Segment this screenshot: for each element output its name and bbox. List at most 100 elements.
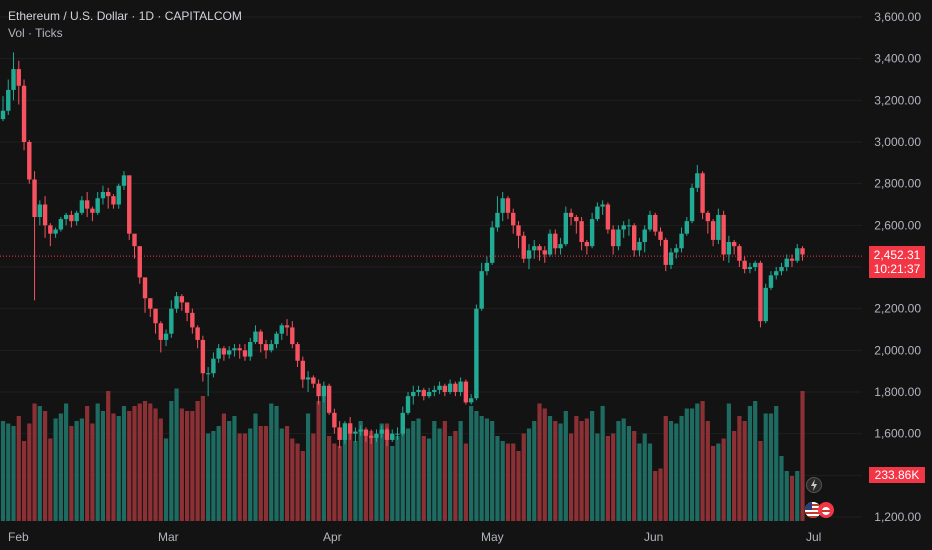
volume-legend[interactable]: Vol · Ticks xyxy=(8,26,63,40)
volume-bar xyxy=(400,416,405,521)
volume-bar xyxy=(668,421,674,521)
lightning-icon[interactable] xyxy=(806,477,822,493)
candle-body xyxy=(621,225,626,230)
volume-bar xyxy=(679,416,684,521)
volume-bar xyxy=(363,431,369,521)
volume-bar xyxy=(253,413,258,521)
candle-body xyxy=(253,331,258,342)
candle-body xyxy=(179,296,185,303)
volume-bar xyxy=(474,411,479,521)
candle-body xyxy=(742,260,747,270)
volume-bar xyxy=(263,426,269,521)
volume-bar xyxy=(642,433,647,521)
candle-body xyxy=(184,302,190,313)
candle-body xyxy=(568,212,574,217)
volume-bar xyxy=(206,433,211,521)
candle-body xyxy=(79,200,85,213)
candle-body xyxy=(605,204,611,230)
volume-bar xyxy=(611,433,616,521)
volume-bar xyxy=(511,443,516,521)
candle-body xyxy=(84,200,90,209)
volume-bar xyxy=(395,436,400,521)
candle-body xyxy=(763,287,768,322)
candle-body xyxy=(800,248,805,255)
volume-bar xyxy=(542,408,547,521)
candle-body xyxy=(726,242,732,255)
candlesticks[interactable] xyxy=(0,52,805,449)
volume-bar xyxy=(616,421,621,521)
volume-bar xyxy=(789,476,795,521)
time-axis[interactable]: Feb Mar Apr May Jun Jul xyxy=(8,530,821,544)
candle-body xyxy=(137,246,142,278)
volume-bar xyxy=(16,416,21,521)
candle-body xyxy=(347,423,353,434)
volume-bar xyxy=(779,456,784,521)
volume-bar xyxy=(0,421,6,521)
volume-bar xyxy=(595,433,600,521)
volume-bar xyxy=(111,413,116,521)
candle-body xyxy=(0,110,6,120)
price-tick-label: 3,600.00 xyxy=(874,10,921,24)
volume-bar xyxy=(500,441,505,521)
candle-body xyxy=(453,383,458,392)
event-icon[interactable] xyxy=(818,502,834,518)
candle-body xyxy=(284,325,290,328)
volume-bar xyxy=(505,443,511,521)
volume-bar xyxy=(795,471,800,521)
volume-bar xyxy=(495,436,500,521)
us-flag-icon[interactable] xyxy=(805,502,821,518)
candle-body xyxy=(221,348,227,355)
volume-bar xyxy=(258,426,263,521)
last-price-value: 2,452.31 xyxy=(873,248,921,263)
volume-bar xyxy=(316,401,321,521)
candle-body xyxy=(426,392,432,397)
volume-badge: 233.86K xyxy=(869,467,925,483)
volume-bar xyxy=(600,406,605,521)
candle-body xyxy=(705,212,711,222)
candle-body xyxy=(405,396,411,413)
volume-bar xyxy=(374,436,379,521)
volume-bar xyxy=(411,421,416,521)
candle-body xyxy=(437,385,442,390)
candle-body xyxy=(537,246,542,251)
volume-bar xyxy=(95,403,100,521)
candle-body xyxy=(589,219,595,247)
price-tick-label: 2,800.00 xyxy=(874,177,921,191)
candle-body xyxy=(279,325,284,334)
last-price-badge: 2,452.31 10:21:37 xyxy=(869,246,925,279)
volume-bar xyxy=(479,416,484,521)
volume-bar xyxy=(190,411,195,521)
volume-bar xyxy=(426,438,432,521)
candle-body xyxy=(300,360,306,380)
candle-body xyxy=(668,252,674,265)
candle-body xyxy=(579,221,584,242)
candle-body xyxy=(484,262,490,272)
time-tick-label: Jul xyxy=(806,530,821,544)
candle-body xyxy=(758,262,763,322)
candle-body xyxy=(27,142,32,180)
symbol-title[interactable]: Ethereum / U.S. Dollar · 1D · CAPITALCOM xyxy=(8,9,242,23)
volume-bar xyxy=(637,443,642,521)
volume-bars xyxy=(0,388,805,521)
candle-body xyxy=(642,229,647,242)
volume-bar xyxy=(185,411,190,521)
candle-body xyxy=(32,179,37,217)
candle-body xyxy=(316,383,321,397)
candle-body xyxy=(311,377,316,384)
candle-body xyxy=(274,333,279,345)
volume-bar xyxy=(6,423,11,521)
candle-body xyxy=(532,246,537,251)
time-tick-label: Mar xyxy=(158,530,179,544)
volume-bar xyxy=(127,411,132,521)
candle-body xyxy=(795,248,800,261)
candle-body xyxy=(500,198,505,213)
volume-bar xyxy=(784,471,789,521)
volume-bar xyxy=(237,433,242,521)
volume-bar xyxy=(211,431,216,521)
volume-bar xyxy=(74,421,79,521)
candle-body xyxy=(121,175,127,186)
volume-bar xyxy=(32,403,37,521)
candle-body xyxy=(142,277,148,299)
volume-bar xyxy=(300,451,305,521)
